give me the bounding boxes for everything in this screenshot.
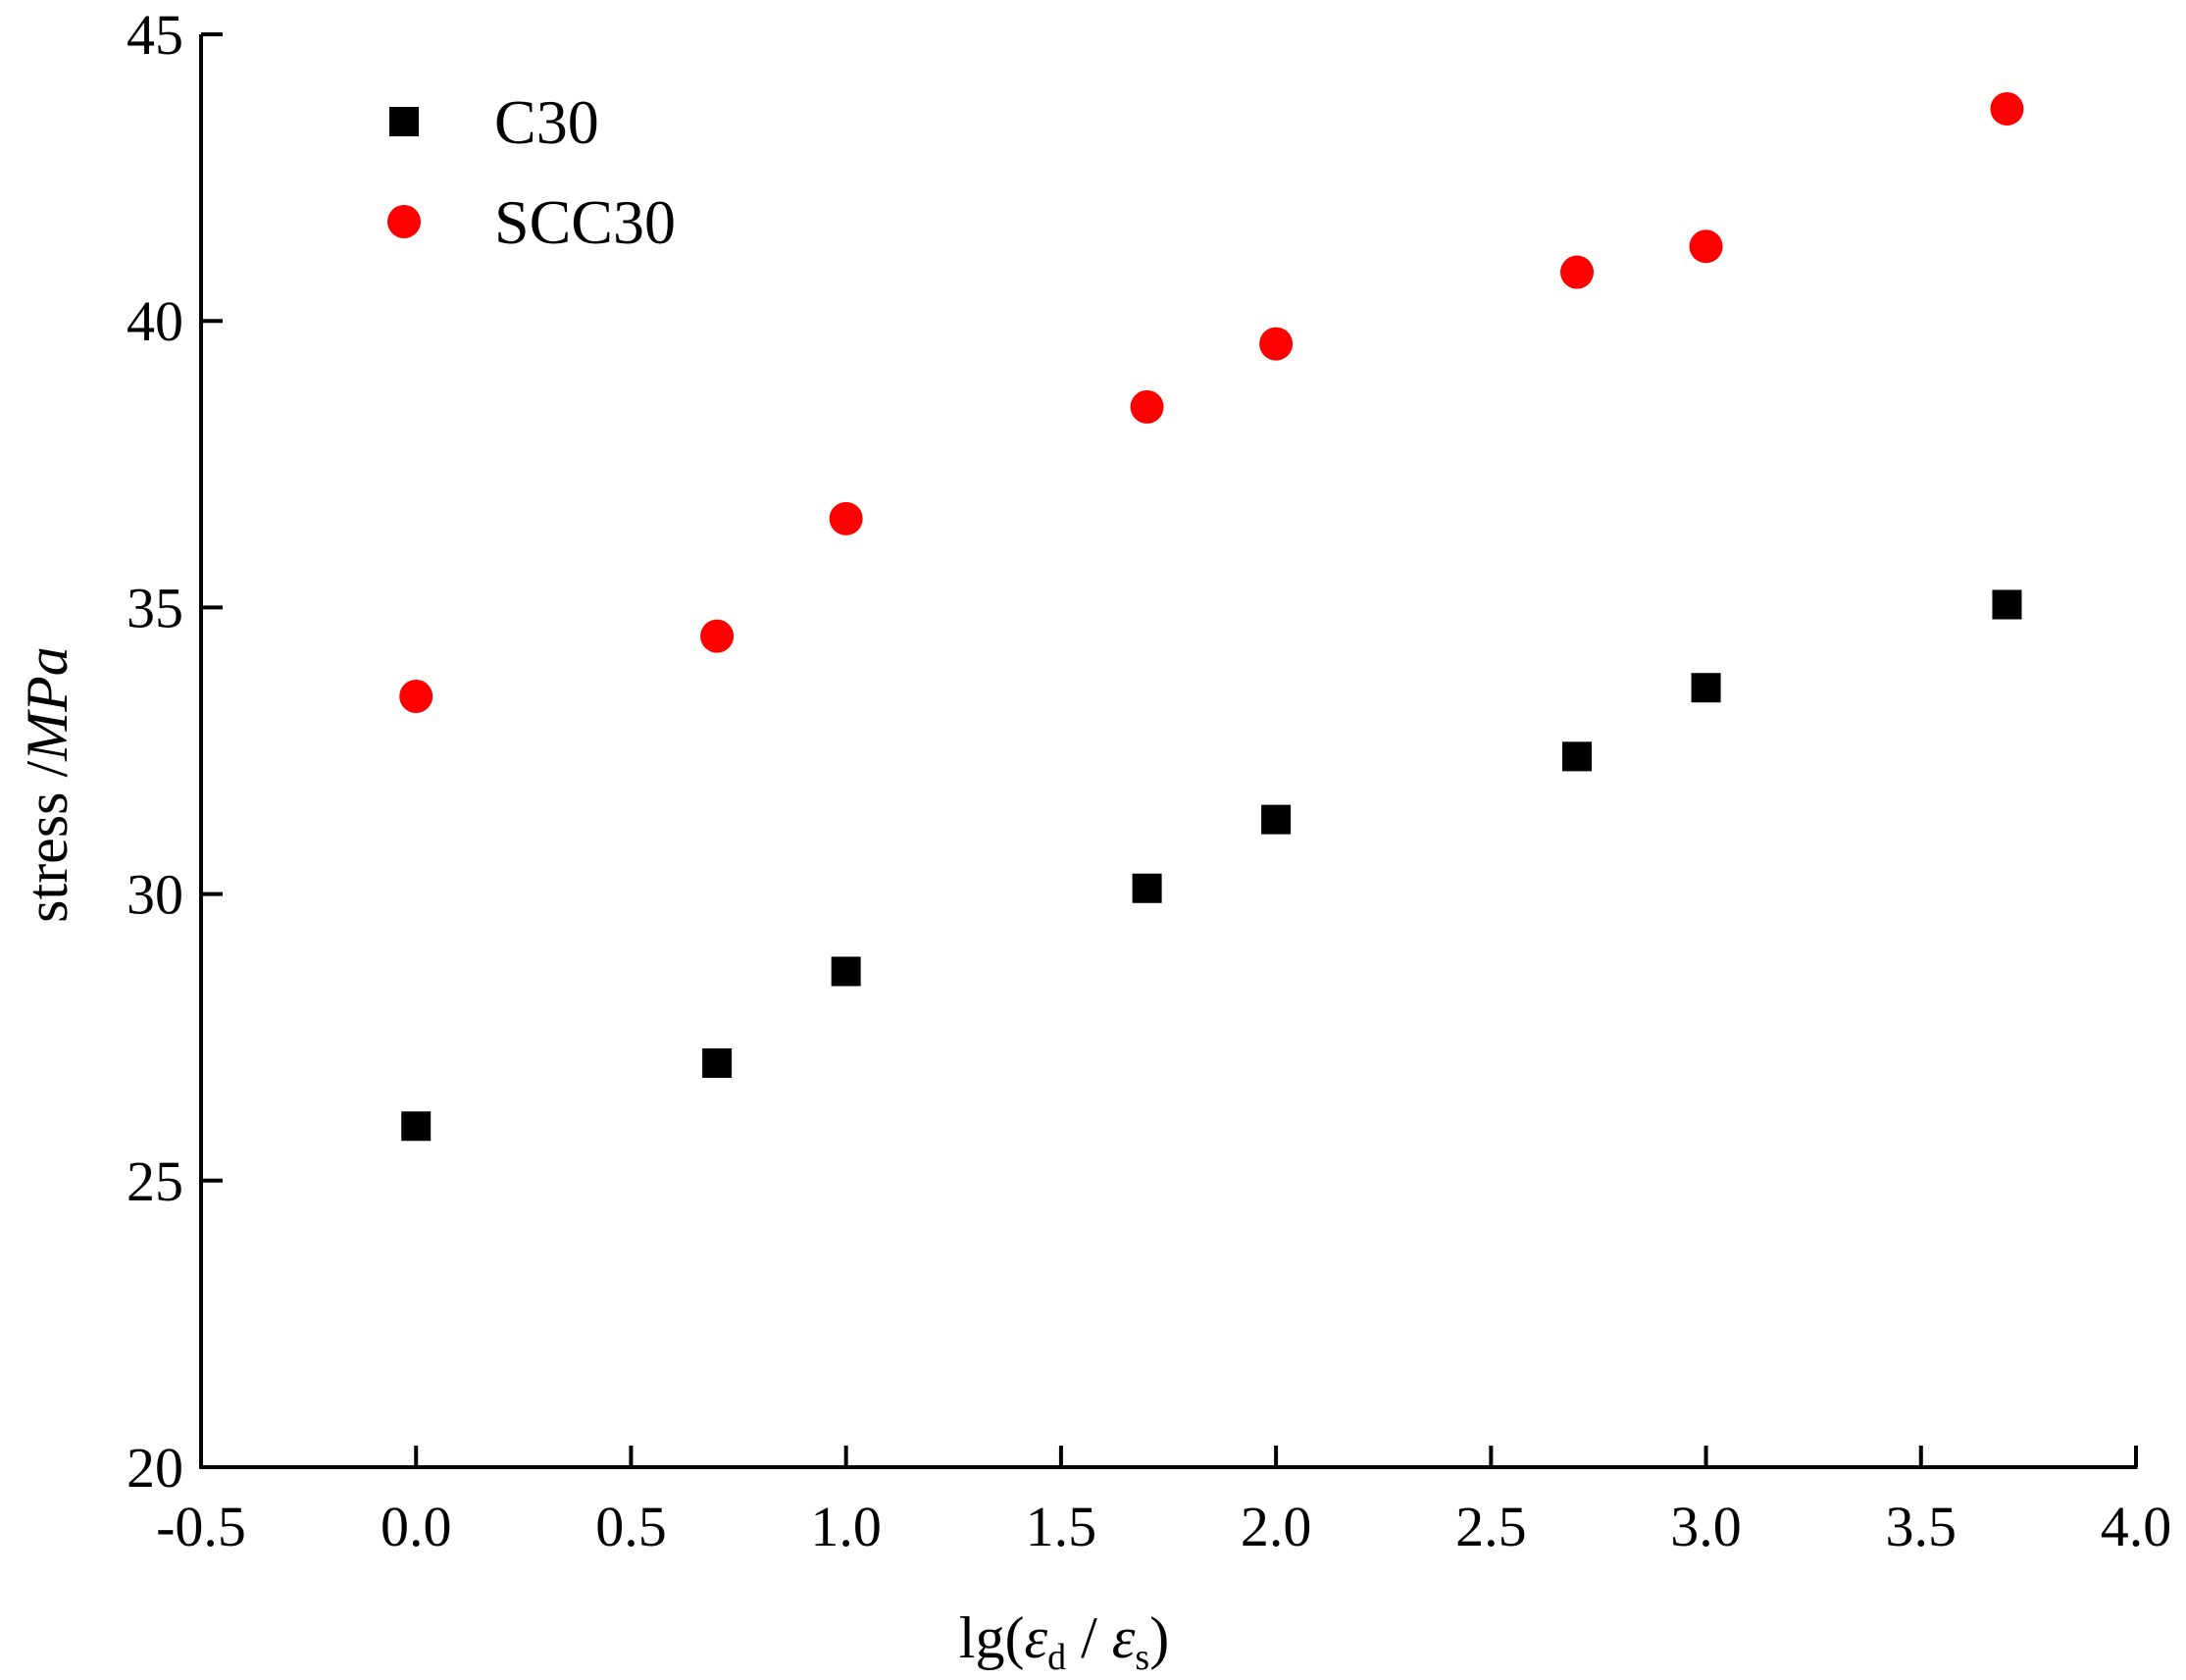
legend-label-scc30: SCC30 bbox=[494, 187, 676, 257]
data-point-c30 bbox=[1261, 804, 1292, 835]
data-point-scc30 bbox=[1560, 255, 1595, 289]
ticks-layer: -0.5 0.0 0.5 1.0 1.5 2.0 2.5 3.0 3.5 4.0 20 25 30 35 4… bbox=[127, 3, 2171, 1558]
data-point-scc30 bbox=[829, 501, 863, 535]
x-tick-label: 0.0 bbox=[381, 1495, 452, 1558]
data-point-scc30 bbox=[1259, 327, 1294, 361]
x-tick-label: 0.5 bbox=[595, 1495, 667, 1558]
data-point-scc30 bbox=[1130, 389, 1164, 424]
legend-marker-scc30 bbox=[387, 205, 421, 238]
x-tick-label: -0.5 bbox=[156, 1495, 246, 1558]
x-tick-label: 1.0 bbox=[810, 1495, 882, 1558]
data-point-c30 bbox=[1562, 741, 1593, 772]
data-point-c30 bbox=[401, 1111, 432, 1142]
legend-marker-c30 bbox=[389, 107, 419, 136]
x-tick-label: 1.5 bbox=[1026, 1495, 1097, 1558]
points-layer bbox=[399, 91, 2024, 1142]
data-point-scc30 bbox=[399, 679, 433, 713]
data-point-scc30 bbox=[1689, 229, 1723, 264]
data-point-c30 bbox=[1992, 589, 2022, 620]
x-tick-label: 3.5 bbox=[1886, 1495, 1957, 1558]
data-point-c30 bbox=[1691, 673, 1721, 703]
data-point-c30 bbox=[831, 956, 861, 987]
data-point-c30 bbox=[702, 1047, 733, 1078]
x-axis-title: lg(εd / εs) bbox=[959, 1605, 1169, 1678]
x-tick-label: 2.0 bbox=[1241, 1495, 1312, 1558]
y-tick-label: 25 bbox=[127, 1149, 183, 1213]
y-tick-label: 40 bbox=[127, 289, 183, 353]
y-tick-label: 20 bbox=[127, 1436, 183, 1500]
y-tick-label: 35 bbox=[127, 576, 183, 639]
y-axis-title: stress /MPa bbox=[15, 646, 79, 923]
y-tick-label: 30 bbox=[127, 863, 183, 927]
x-tick-label: 4.0 bbox=[2101, 1495, 2172, 1558]
x-tick-label: 3.0 bbox=[1670, 1495, 1742, 1558]
data-point-c30 bbox=[1132, 873, 1162, 903]
axes-layer bbox=[199, 34, 2138, 1469]
legend: C30 SCC30 bbox=[387, 87, 676, 257]
data-point-scc30 bbox=[700, 619, 735, 653]
legend-label-c30: C30 bbox=[494, 87, 599, 157]
data-point-scc30 bbox=[1990, 91, 2024, 126]
y-tick-label: 45 bbox=[127, 3, 183, 67]
x-tick-label: 2.5 bbox=[1455, 1495, 1527, 1558]
